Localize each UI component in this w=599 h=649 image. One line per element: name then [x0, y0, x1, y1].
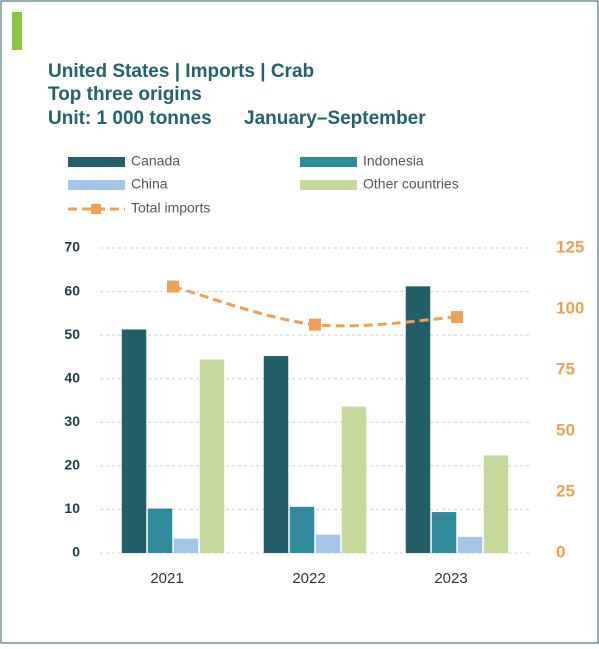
chart-title: United States | Imports | Crab: [48, 61, 314, 82]
line-marker: [167, 280, 179, 293]
bar: [341, 406, 367, 553]
y-tick-label: 60: [64, 282, 80, 298]
y2-tick-label: 100: [556, 298, 584, 317]
legend-swatch: [68, 157, 125, 167]
y-tick-label: 50: [64, 326, 80, 342]
bar: [263, 356, 289, 553]
bar: [199, 359, 225, 553]
bar: [173, 538, 199, 553]
bar: [289, 506, 315, 553]
y2-tick-label: 0: [556, 542, 565, 561]
legend-swatch: [300, 157, 357, 167]
y-tick-label: 30: [64, 413, 80, 429]
y-tick-label: 70: [64, 239, 80, 255]
bar: [431, 512, 457, 553]
bar: [315, 534, 341, 553]
chart-subtitle: Top three origins: [48, 84, 202, 105]
legend-label: Total imports: [131, 200, 210, 216]
legend-label: Indonesia: [363, 153, 424, 169]
x-tick-label: 2021: [150, 570, 183, 587]
x-tick-label: 2023: [434, 570, 467, 587]
line-marker: [451, 311, 463, 324]
y2-tick-label: 25: [556, 481, 575, 500]
accent: [12, 12, 22, 50]
line-marker: [309, 318, 321, 331]
unit: Unit: 1 000 tonnes: [48, 108, 212, 129]
legend-label: China: [131, 176, 168, 192]
y2-tick-label: 50: [556, 420, 575, 439]
bar: [483, 455, 509, 553]
x-tick-label: 2022: [292, 570, 325, 587]
y-tick-label: 0: [72, 544, 80, 560]
y-tick-label: 40: [64, 369, 80, 385]
bar: [457, 536, 483, 553]
legend-label: Canada: [131, 153, 180, 169]
legend-marker: [91, 204, 101, 214]
legend-swatch: [68, 180, 125, 190]
legend-swatch: [300, 180, 357, 190]
y-tick-label: 10: [64, 500, 80, 516]
legend-label: Other countries: [363, 176, 459, 192]
bar: [147, 508, 173, 553]
y2-tick-label: 125: [556, 237, 584, 256]
period: January–September: [244, 108, 426, 129]
y2-tick-label: 75: [556, 359, 575, 378]
bar: [121, 329, 147, 553]
y-tick-label: 20: [64, 457, 80, 473]
bar: [405, 286, 431, 553]
